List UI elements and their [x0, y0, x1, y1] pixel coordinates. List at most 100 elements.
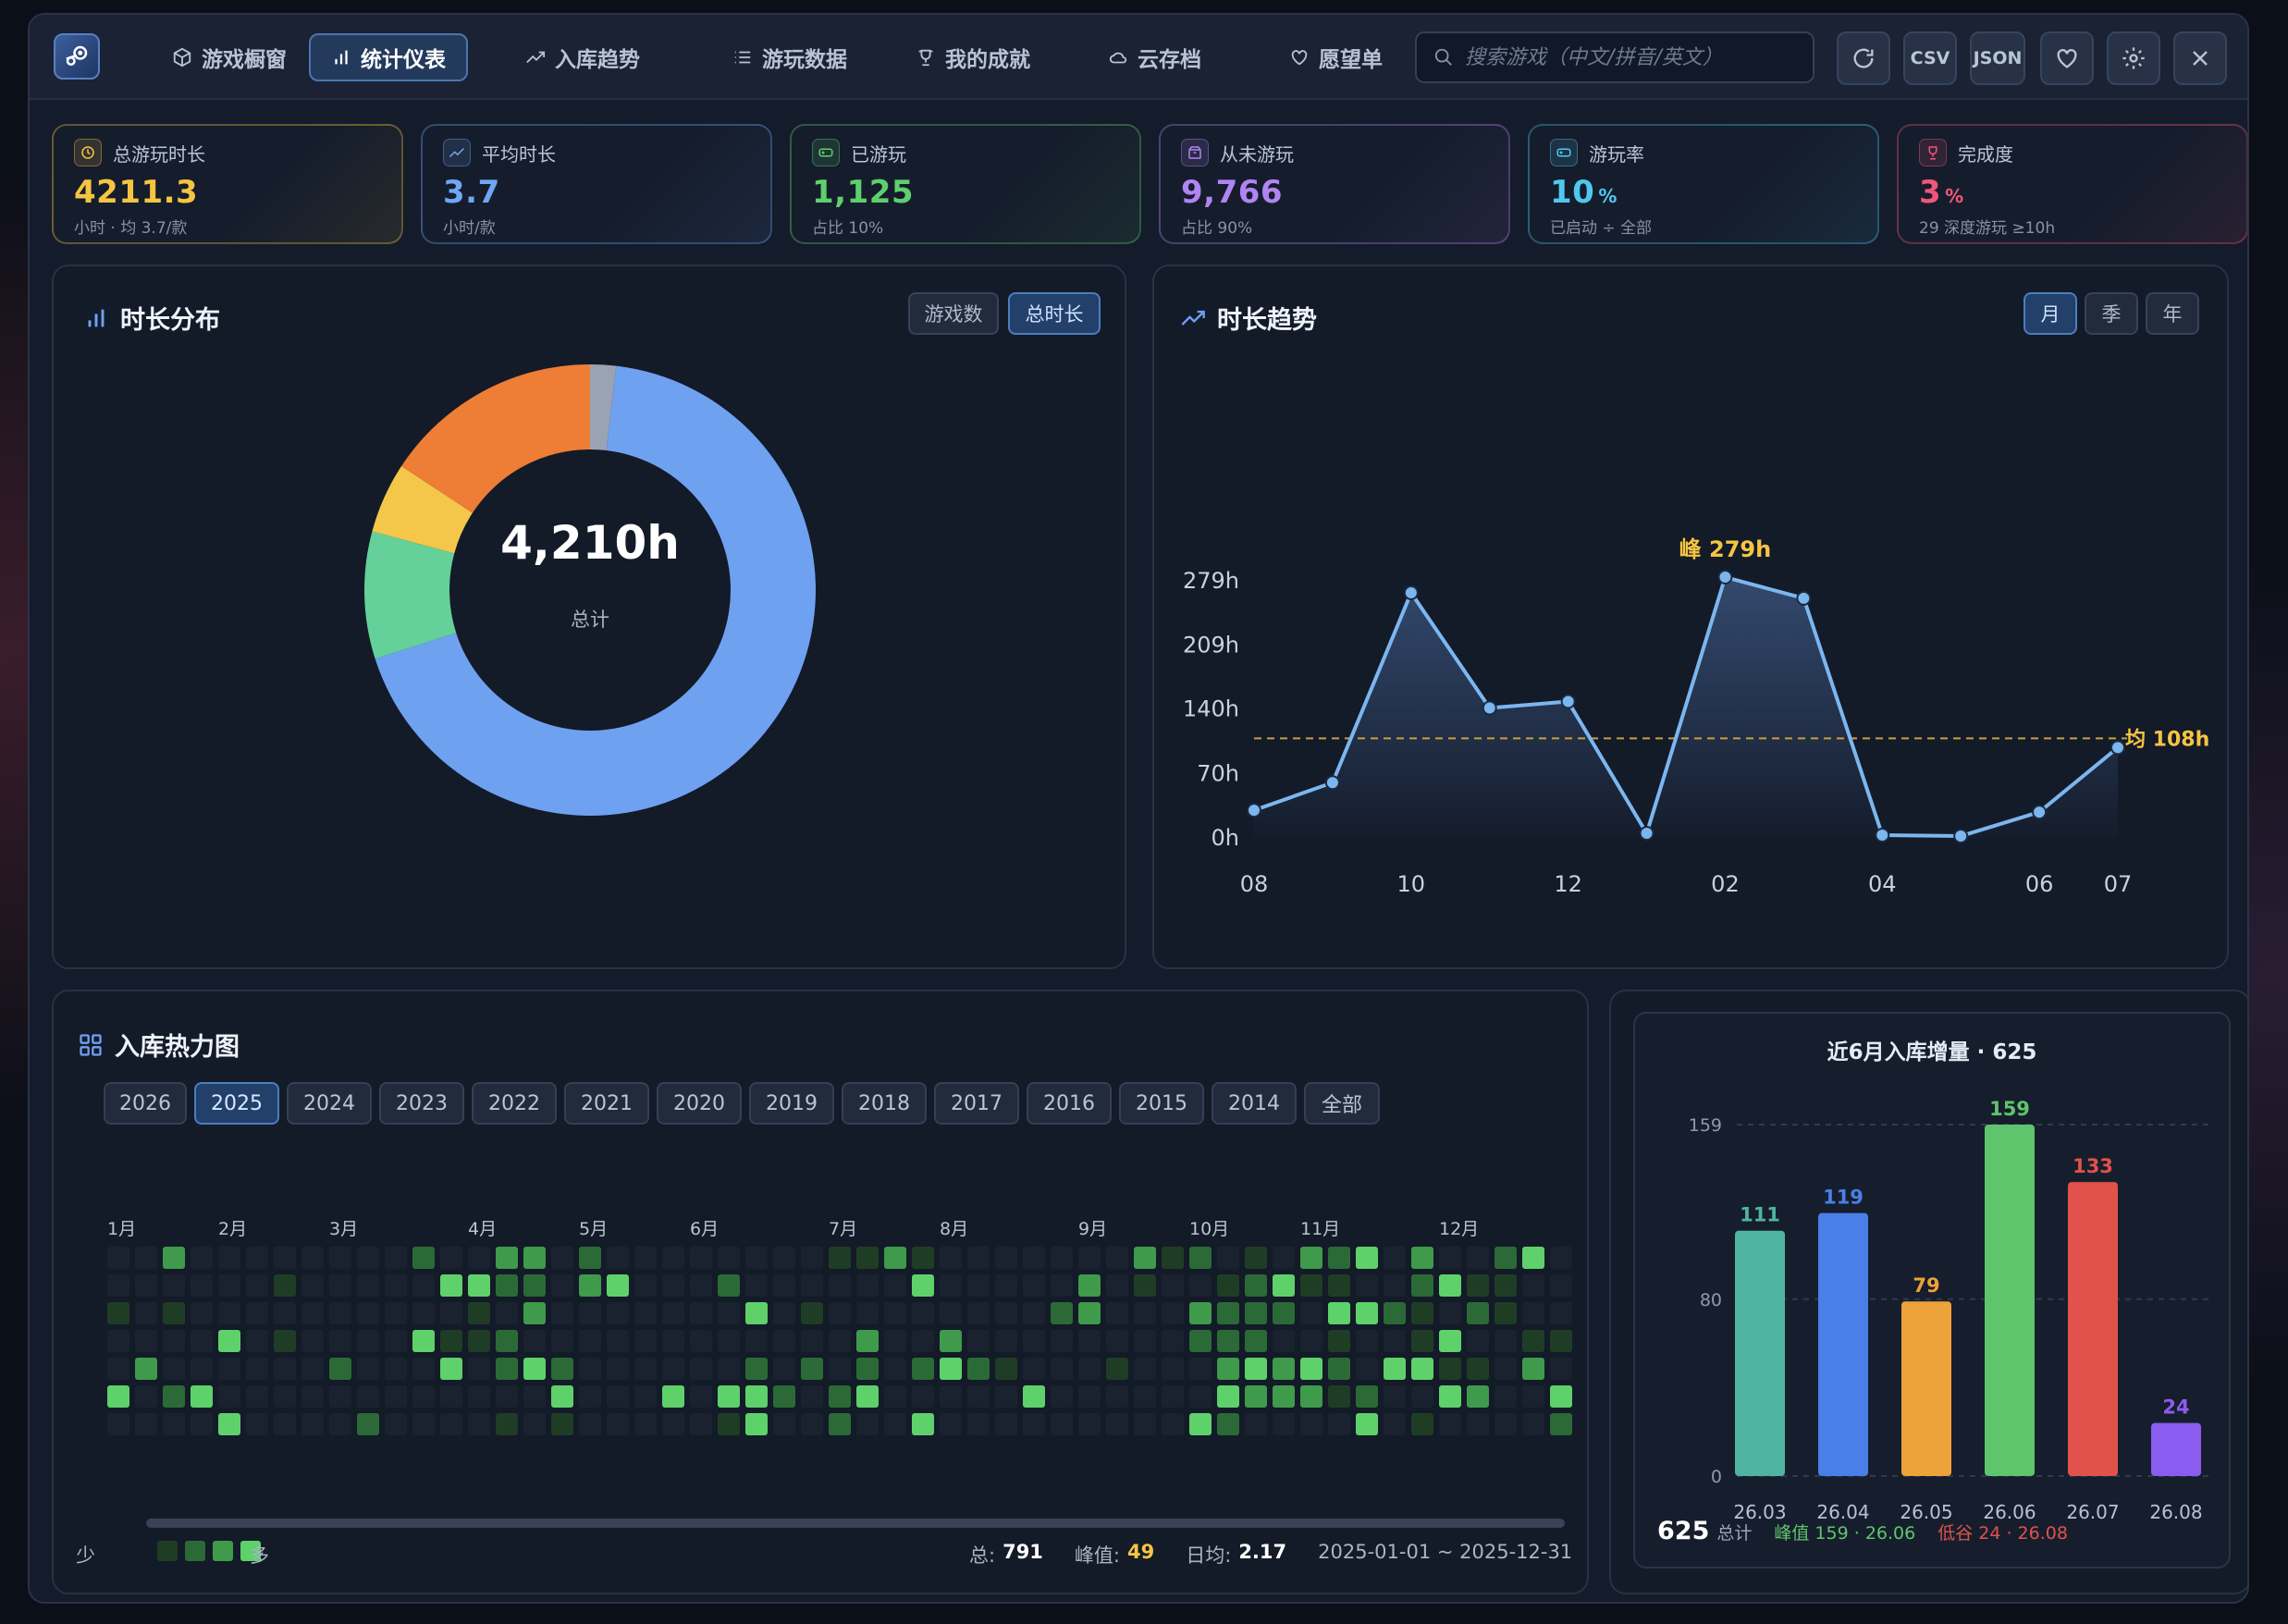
heatmap-cell[interactable] [607, 1302, 629, 1324]
heatmap-cell[interactable] [1522, 1358, 1544, 1380]
year-button[interactable]: 2022 [472, 1082, 557, 1125]
settings-button[interactable] [2107, 31, 2160, 85]
heatmap-cell[interactable] [829, 1302, 851, 1324]
heatmap-cell[interactable] [773, 1413, 795, 1435]
heatmap-cell[interactable] [634, 1385, 657, 1408]
close-button[interactable] [2173, 31, 2227, 85]
export-json-button[interactable]: JSON [1970, 31, 2025, 85]
heatmap-cell[interactable] [884, 1358, 906, 1380]
heatmap-cell[interactable] [579, 1274, 601, 1297]
heatmap-cell[interactable] [107, 1385, 129, 1408]
trend-point[interactable] [1953, 829, 1969, 844]
heatmap-cell[interactable] [412, 1385, 435, 1408]
heatmap-cell[interactable] [1023, 1358, 1045, 1380]
heatmap-cell[interactable] [301, 1302, 324, 1324]
heatmap-cell[interactable] [856, 1358, 879, 1380]
heatmap-cell[interactable] [912, 1358, 934, 1380]
heatmap-cell[interactable] [551, 1330, 573, 1352]
heatmap-cell[interactable] [357, 1413, 379, 1435]
heatmap-cell[interactable] [329, 1302, 351, 1324]
heatmap-cell[interactable] [690, 1274, 712, 1297]
heatmap-cell[interactable] [1078, 1413, 1101, 1435]
heatmap-cell[interactable] [967, 1302, 990, 1324]
heatmap-cell[interactable] [967, 1413, 990, 1435]
heatmap-cell[interactable] [690, 1330, 712, 1352]
heatmap-cell[interactable] [1051, 1274, 1073, 1297]
heatmap-cell[interactable] [856, 1330, 879, 1352]
heatmap-cell[interactable] [135, 1330, 157, 1352]
heatmap-cell[interactable] [1051, 1247, 1073, 1269]
heatmap-cell[interactable] [246, 1413, 268, 1435]
heatmap-cell[interactable] [1162, 1302, 1184, 1324]
heatmap-cell[interactable] [1023, 1302, 1045, 1324]
tab-wishlist[interactable]: 愿望单 [1269, 33, 1403, 81]
heatmap-cell[interactable] [801, 1413, 823, 1435]
heatmap-cell[interactable] [1411, 1247, 1433, 1269]
tab-trend[interactable]: 入库趋势 [505, 33, 660, 81]
heatmap-cell[interactable] [1550, 1247, 1572, 1269]
heatmap-cell[interactable] [1550, 1413, 1572, 1435]
heatmap-cell[interactable] [773, 1247, 795, 1269]
heatmap-cell[interactable] [856, 1274, 879, 1297]
heatmap-scrollbar[interactable] [146, 1519, 1565, 1528]
heatmap-cell[interactable] [135, 1385, 157, 1408]
heatmap-cell[interactable] [135, 1358, 157, 1380]
heatmap-cell[interactable] [634, 1247, 657, 1269]
trend-point[interactable] [1560, 694, 1576, 709]
year-button[interactable]: 2017 [934, 1082, 1019, 1125]
heatmap-cell[interactable] [468, 1330, 490, 1352]
heatmap-cell[interactable] [1023, 1413, 1045, 1435]
heatmap-cell[interactable] [579, 1247, 601, 1269]
heatmap-cell[interactable] [1467, 1358, 1489, 1380]
heatmap-cell[interactable] [1300, 1413, 1322, 1435]
heatmap-cell[interactable] [1134, 1413, 1156, 1435]
heatmap-cell[interactable] [690, 1413, 712, 1435]
heatmap-cell[interactable] [829, 1274, 851, 1297]
heatmap-cell[interactable] [496, 1385, 518, 1408]
heatmap-cell[interactable] [718, 1247, 740, 1269]
heatmap-cell[interactable] [1134, 1330, 1156, 1352]
heatmap-cell[interactable] [607, 1358, 629, 1380]
heatmap-cell[interactable] [773, 1358, 795, 1380]
bar[interactable] [2068, 1182, 2118, 1476]
bar[interactable] [1985, 1125, 2035, 1476]
heatmap-cell[interactable] [773, 1330, 795, 1352]
heatmap-cell[interactable] [1078, 1274, 1101, 1297]
heatmap-cell[interactable] [1411, 1330, 1433, 1352]
heatmap-cell[interactable] [1495, 1247, 1517, 1269]
heatmap-cell[interactable] [468, 1247, 490, 1269]
heatmap-cell[interactable] [163, 1302, 185, 1324]
heatmap-cell[interactable] [884, 1413, 906, 1435]
heatmap-cell[interactable] [1384, 1247, 1406, 1269]
heatmap-cell[interactable] [551, 1358, 573, 1380]
trend-point[interactable] [1875, 828, 1890, 843]
heatmap-cell[interactable] [1273, 1358, 1295, 1380]
heatmap-cell[interactable] [1522, 1274, 1544, 1297]
heatmap-cell[interactable] [1550, 1330, 1572, 1352]
heatmap-cell[interactable] [107, 1302, 129, 1324]
heatmap-cell[interactable] [551, 1413, 573, 1435]
search-box[interactable] [1415, 31, 1814, 83]
heatmap-cell[interactable] [329, 1413, 351, 1435]
heatmap-cell[interactable] [551, 1385, 573, 1408]
heatmap-cell[interactable] [745, 1385, 768, 1408]
heatmap-cell[interactable] [995, 1274, 1017, 1297]
heatmap-cell[interactable] [1328, 1358, 1350, 1380]
heatmap-cell[interactable] [856, 1413, 879, 1435]
heatmap-cell[interactable] [551, 1247, 573, 1269]
heatmap-cell[interactable] [1217, 1302, 1239, 1324]
search-input[interactable] [1465, 45, 1807, 69]
heatmap-cell[interactable] [1023, 1330, 1045, 1352]
heatmap-cell[interactable] [1356, 1330, 1378, 1352]
heatmap-cell[interactable] [163, 1413, 185, 1435]
donut-slice[interactable] [590, 364, 617, 451]
favorite-button[interactable] [2040, 31, 2094, 85]
heatmap-cell[interactable] [940, 1358, 962, 1380]
heatmap-cell[interactable] [995, 1302, 1017, 1324]
bar[interactable] [1901, 1301, 1951, 1476]
heatmap-cell[interactable] [1467, 1385, 1489, 1408]
heatmap-cell[interactable] [1023, 1247, 1045, 1269]
heatmap-cell[interactable] [329, 1330, 351, 1352]
heatmap-cell[interactable] [801, 1358, 823, 1380]
heatmap-cell[interactable] [1134, 1247, 1156, 1269]
